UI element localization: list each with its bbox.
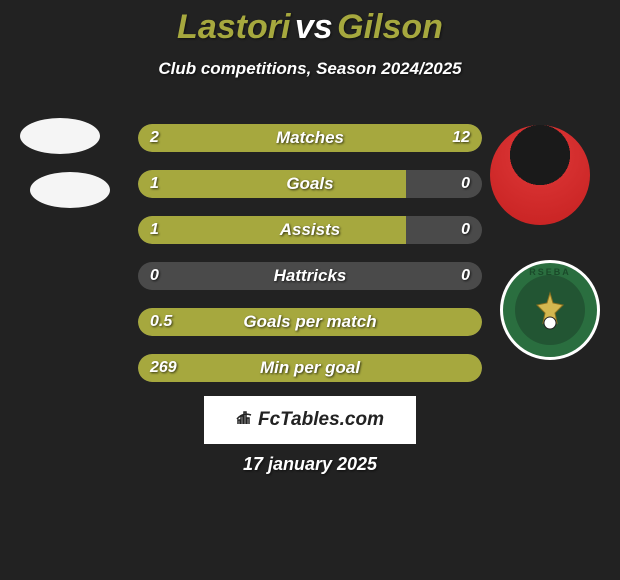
player1-avatar-placeholder xyxy=(20,118,100,154)
vs-text: vs xyxy=(295,8,333,46)
chart-icon xyxy=(236,410,254,431)
date-text: 17 january 2025 xyxy=(0,454,620,475)
bar-label: Min per goal xyxy=(138,354,482,382)
stat-bar-row: 269Min per goal xyxy=(138,354,482,382)
stat-bar-row: 10Goals xyxy=(138,170,482,198)
badge-text: RSEBA xyxy=(529,267,571,277)
fctables-watermark: FcTables.com xyxy=(204,396,416,444)
stat-bar-row: 10Assists xyxy=(138,216,482,244)
title-row: Lastori vs Gilson xyxy=(0,0,620,47)
bar-label: Goals xyxy=(138,170,482,198)
badge-icon xyxy=(515,275,585,345)
bar-label: Goals per match xyxy=(138,308,482,336)
stat-bar-row: 00Hattricks xyxy=(138,262,482,290)
stat-bar-row: 212Matches xyxy=(138,124,482,152)
player2-name: Gilson xyxy=(337,8,443,46)
stat-bar-row: 0.5Goals per match xyxy=(138,308,482,336)
bar-label: Assists xyxy=(138,216,482,244)
player2-club-badge: RSEBA xyxy=(500,260,600,360)
player2-avatar xyxy=(490,125,590,225)
bar-label: Hattricks xyxy=(138,262,482,290)
fctables-text: FcTables.com xyxy=(236,409,384,431)
subtitle: Club competitions, Season 2024/2025 xyxy=(0,59,620,79)
stats-bars: 212Matches 10Goals 10Assists 00Hattricks 0.5… xyxy=(138,124,482,400)
fctables-label: FcTables.com xyxy=(258,409,384,431)
player1-name: Lastori xyxy=(177,8,290,46)
player1-club-placeholder xyxy=(30,172,110,208)
bar-label: Matches xyxy=(138,124,482,152)
